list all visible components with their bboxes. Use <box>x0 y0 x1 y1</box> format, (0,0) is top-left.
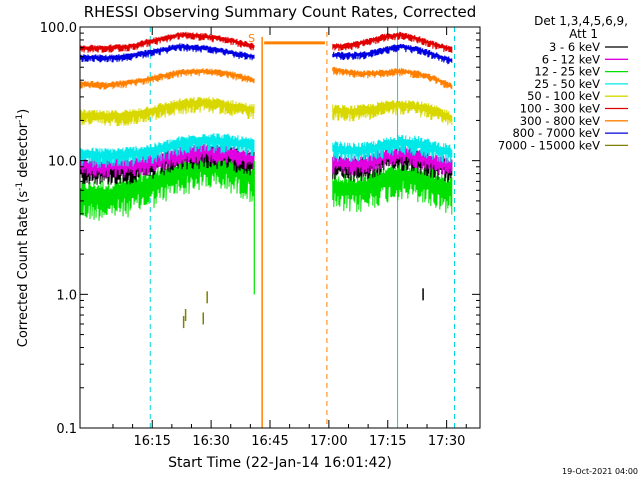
legend-label-5: 100 - 300 keV <box>520 102 600 116</box>
legend-header-line1: Det 1,3,4,5,6,9, <box>534 14 628 28</box>
series-trace-1-seg-1 <box>332 145 453 176</box>
legend-label-2: 12 - 25 keV <box>534 65 600 79</box>
chart-title: RHESSI Observing Summary Count Rates, Co… <box>84 3 477 21</box>
series-trace-7-seg-1 <box>332 43 453 65</box>
legend-header-line2: Att 1 <box>569 27 598 41</box>
x-tick-label-3: 17:00 <box>310 434 347 449</box>
series-trace-4-seg-0 <box>80 96 255 127</box>
legend-label-4: 50 - 100 keV <box>527 89 600 103</box>
y-tick-label-1: 10.0 <box>48 155 77 170</box>
y-axis-label: Corrected Count Rate (s-1 detector-1) <box>15 109 31 347</box>
series-trace-5-seg-1 <box>332 31 453 53</box>
series-trace-6-seg-0 <box>80 67 255 90</box>
series-trace-2-seg-1 <box>332 161 453 215</box>
y-tick-label-3: 0.1 <box>56 422 77 437</box>
series-trace-5-seg-0 <box>80 31 255 53</box>
plot-area: S <box>79 27 455 428</box>
series-trace-6-seg-1 <box>332 66 453 90</box>
x-tick-label-2: 16:45 <box>251 434 288 449</box>
x-axis-label: Start Time (22-Jan-14 16:01:42) <box>168 455 392 471</box>
y-tick-label-2: 1.0 <box>56 288 77 303</box>
x-tick-label-1: 16:30 <box>192 434 229 449</box>
axes: 16:15 16:30 16:45 17:00 17:15 17:30 100.0 10.0 1… <box>40 21 481 449</box>
saa-label: S <box>248 32 255 45</box>
series-trace-4-seg-1 <box>332 100 453 126</box>
series-trace-3-seg-0 <box>80 133 255 169</box>
date-stamp: 19-Oct-2021 04:00 <box>562 467 638 476</box>
series-trace-7-seg-0 <box>80 43 255 63</box>
legend-label-7: 800 - 7000 keV <box>512 126 600 140</box>
plot-frame <box>79 26 481 429</box>
legend-label-0: 3 - 6 keV <box>549 40 600 54</box>
legend-label-3: 25 - 50 keV <box>534 77 600 91</box>
legend-label-8: 7000 - 15000 keV <box>498 138 600 152</box>
x-tick-label-0: 16:15 <box>133 434 170 449</box>
legend-label-6: 300 - 800 keV <box>520 114 600 128</box>
series-trace-2-seg-0 <box>80 149 255 221</box>
series-trace-1-seg-0 <box>80 143 255 178</box>
x-tick-label-4: 17:15 <box>369 434 406 449</box>
legend-label-1: 6 - 12 keV <box>542 52 600 66</box>
series-trace-3-seg-1 <box>332 135 453 164</box>
x-tick-label-5: 17:30 <box>428 434 465 449</box>
y-tick-label-0: 100.0 <box>40 21 77 36</box>
